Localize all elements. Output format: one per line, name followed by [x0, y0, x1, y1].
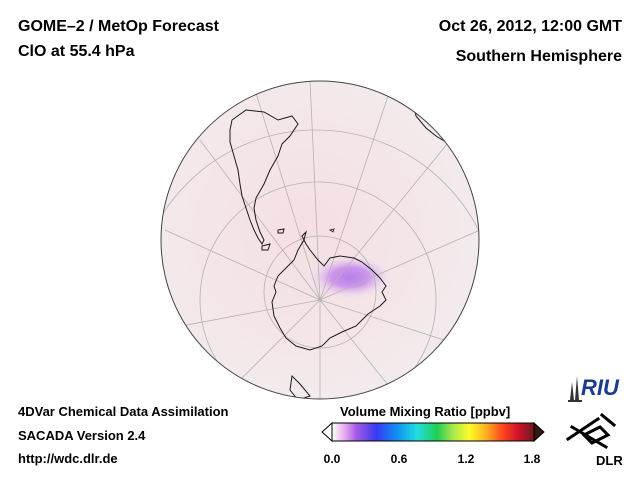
map-subtitle: ClO at 55.4 hPa: [18, 43, 135, 60]
hemisphere-label: Southern Hemisphere: [455, 48, 622, 65]
colorbar-high-arrow: [533, 421, 545, 443]
globe-disk: [161, 81, 479, 399]
riu-logo-text: RIU: [581, 375, 620, 400]
meridian-lines: [161, 81, 479, 399]
footer-url: http://wdc.dlr.de: [18, 451, 118, 466]
globe-outline: [160, 80, 480, 400]
colorbar-tick-3: 1.8: [523, 452, 541, 466]
riu-logo: RIU: [568, 375, 620, 402]
dlr-logo-text: DLR: [596, 453, 623, 468]
dlr-logo: DLR: [565, 413, 623, 468]
forecast-date: Oct 26, 2012, 12:00 GMT: [438, 18, 622, 35]
footer-system-name: 4DVar Chemical Data Assimilation: [18, 404, 229, 419]
falkland-islands: [277, 228, 285, 234]
globe-map: [160, 80, 480, 400]
colorbar-title: Volume Mixing Ratio [ppbv]: [340, 404, 511, 419]
clo-high-region: [308, 255, 392, 299]
map-title: GOME–2 / MetOp Forecast: [18, 18, 219, 35]
south-georgia: [329, 228, 335, 233]
colorbar: [321, 421, 545, 443]
south-america-coastline: [229, 109, 299, 245]
colorbar-gradient: [331, 422, 535, 442]
antarctica-coastline: [271, 230, 387, 351]
colorbar-low-arrow: [321, 421, 333, 443]
colorbar-tick-2: 1.2: [457, 452, 475, 466]
colorbar-tick-0: 0.0: [323, 452, 341, 466]
tierra-del-fuego: [261, 243, 271, 251]
colorbar-tick-1: 0.6: [390, 452, 408, 466]
footer-version: SACADA Version 2.4: [18, 428, 146, 443]
